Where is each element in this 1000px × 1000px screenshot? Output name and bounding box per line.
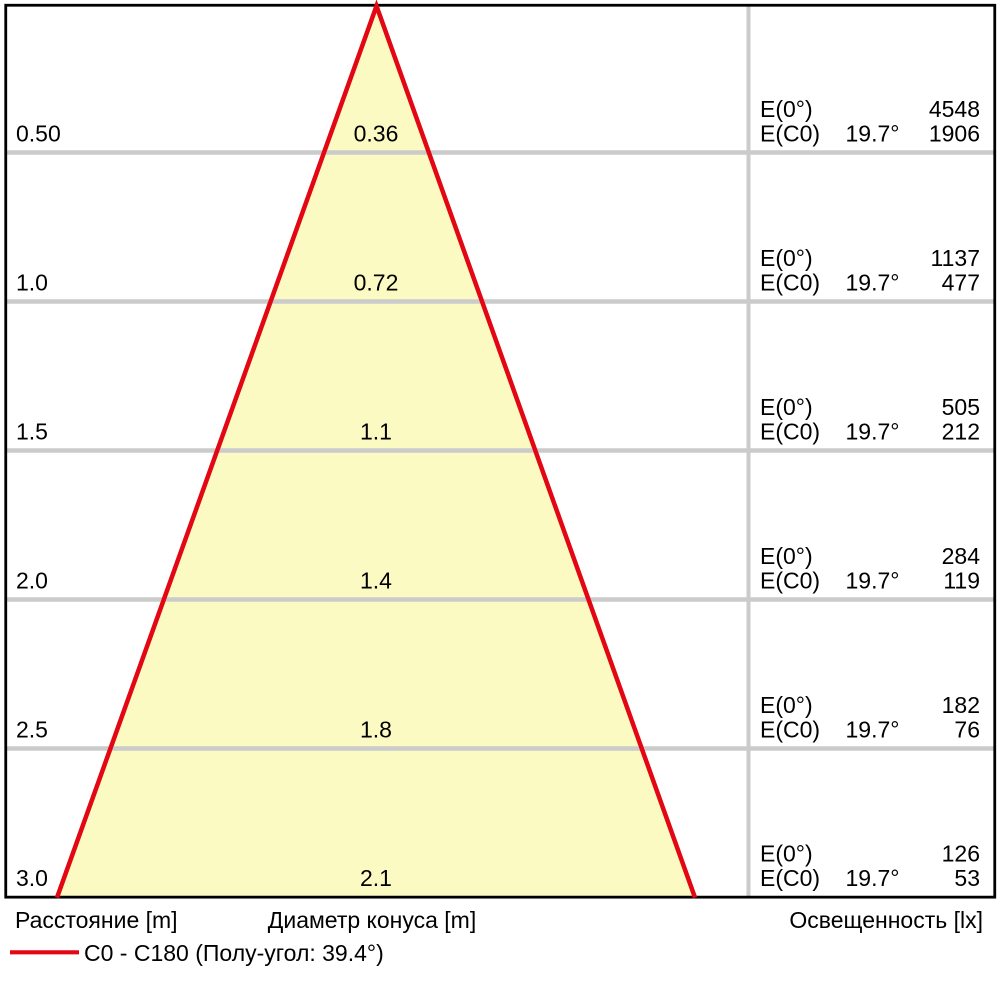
svg-text:0.50: 0.50 xyxy=(16,121,61,147)
svg-text:2.5: 2.5 xyxy=(16,717,48,743)
svg-text:477: 477 xyxy=(942,270,980,296)
svg-text:19.7°: 19.7° xyxy=(846,419,900,445)
svg-text:212: 212 xyxy=(942,419,980,445)
svg-text:E(C0): E(C0) xyxy=(760,865,820,891)
svg-text:19.7°: 19.7° xyxy=(846,270,900,296)
svg-text:505: 505 xyxy=(942,394,980,420)
svg-text:53: 53 xyxy=(954,865,980,891)
svg-text:182: 182 xyxy=(942,692,980,718)
svg-text:1.4: 1.4 xyxy=(360,568,392,594)
svg-text:1.8: 1.8 xyxy=(360,717,392,743)
svg-text:2.0: 2.0 xyxy=(16,568,48,594)
svg-text:76: 76 xyxy=(954,717,980,743)
svg-text:119: 119 xyxy=(943,568,980,594)
svg-text:4548: 4548 xyxy=(929,96,980,122)
svg-text:284: 284 xyxy=(942,543,981,569)
svg-text:126: 126 xyxy=(942,841,980,867)
svg-text:19.7°: 19.7° xyxy=(846,121,900,147)
svg-text:1.0: 1.0 xyxy=(16,270,48,296)
svg-text:Освещенность [lx]: Освещенность [lx] xyxy=(789,907,983,933)
svg-text:1.1: 1.1 xyxy=(360,419,392,445)
svg-text:E(0°): E(0°) xyxy=(760,841,813,867)
svg-text:E(C0): E(C0) xyxy=(760,121,820,147)
svg-text:2.1: 2.1 xyxy=(360,865,392,891)
svg-text:1.5: 1.5 xyxy=(16,419,48,445)
svg-text:E(0°): E(0°) xyxy=(760,96,813,122)
svg-text:0.36: 0.36 xyxy=(354,121,399,147)
svg-text:0.72: 0.72 xyxy=(354,270,399,296)
svg-text:3.0: 3.0 xyxy=(16,865,48,891)
svg-text:19.7°: 19.7° xyxy=(846,865,900,891)
svg-text:19.7°: 19.7° xyxy=(846,568,900,594)
svg-text:C0 - C180 (Полу-угол: 39.4°): C0 - C180 (Полу-угол: 39.4°) xyxy=(84,940,384,966)
svg-text:19.7°: 19.7° xyxy=(846,717,900,743)
svg-text:E(C0): E(C0) xyxy=(760,717,820,743)
svg-text:E(0°): E(0°) xyxy=(760,692,813,718)
svg-text:E(C0): E(C0) xyxy=(760,270,820,296)
svg-text:E(0°): E(0°) xyxy=(760,394,813,420)
svg-text:E(0°): E(0°) xyxy=(760,245,813,271)
svg-text:1137: 1137 xyxy=(931,245,980,271)
svg-text:E(C0): E(C0) xyxy=(760,419,820,445)
svg-text:1906: 1906 xyxy=(929,121,980,147)
svg-text:E(0°): E(0°) xyxy=(760,543,813,569)
svg-text:Расстояние [m]: Расстояние [m] xyxy=(15,907,178,933)
svg-text:Диаметр конуса [m]: Диаметр конуса [m] xyxy=(268,907,476,933)
svg-text:E(C0): E(C0) xyxy=(760,568,820,594)
